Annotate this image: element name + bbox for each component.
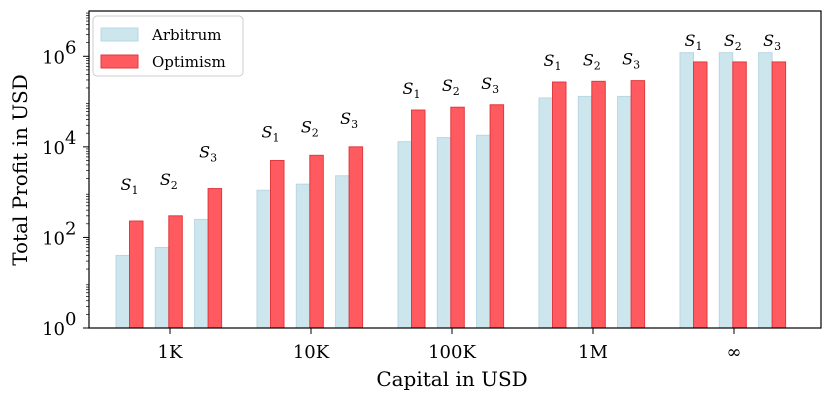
y-tick-exponent-2: 4 bbox=[65, 128, 76, 149]
bar-optimism-g5-s2 bbox=[732, 61, 747, 329]
x-tick-label-1: 1K bbox=[158, 342, 183, 363]
strategy-label-g3-s3: S3 bbox=[481, 74, 499, 96]
y-tick-label-3: 10 bbox=[42, 47, 65, 68]
bar-arbitrum-g2-s1 bbox=[256, 189, 271, 329]
y-tick-label-1: 10 bbox=[42, 228, 65, 249]
y-tick-exponent-1: 2 bbox=[65, 218, 76, 239]
bar-arbitrum-g5-s2 bbox=[718, 52, 734, 329]
legend-swatch-optimism bbox=[100, 54, 139, 69]
strategy-label-g5-s3: S3 bbox=[763, 31, 781, 53]
strategy-label-g4-s3: S3 bbox=[622, 50, 640, 72]
legend-swatch-arbitrum bbox=[100, 27, 139, 42]
bar-arbitrum-g4-s2 bbox=[577, 95, 593, 329]
bar-optimism-g3-s3 bbox=[489, 104, 505, 329]
bar-optimism-g2-s2 bbox=[309, 154, 324, 329]
x-tick-label-3: 100K bbox=[428, 342, 476, 363]
bar-arbitrum-g3-s2 bbox=[436, 137, 452, 329]
bar-optimism-g5-s1 bbox=[693, 61, 708, 329]
x-tick-label-5: ∞ bbox=[727, 342, 742, 363]
bar-arbitrum-g1-s3 bbox=[194, 218, 209, 329]
y-tick-label-2: 10 bbox=[42, 138, 65, 159]
bar-optimism-g2-s3 bbox=[348, 146, 364, 329]
legend-label-optimism: Optimism bbox=[152, 53, 226, 71]
bar-optimism-g3-s1 bbox=[411, 109, 426, 329]
bars-layer bbox=[115, 52, 787, 329]
y-tick-label-0: 10 bbox=[42, 319, 65, 340]
strategy-label-g3-s2: S2 bbox=[442, 76, 460, 98]
bar-optimism-g1-s1 bbox=[129, 220, 144, 329]
legend: Arbitrum Optimism bbox=[92, 15, 244, 77]
plot-frame bbox=[88, 10, 822, 329]
bar-optimism-g5-s3 bbox=[771, 61, 787, 329]
bar-arbitrum-g2-s2 bbox=[295, 183, 311, 329]
x-tick-label-2: 10K bbox=[293, 342, 330, 363]
bar-arbitrum-g4-s1 bbox=[538, 97, 553, 329]
strategy-label-g4-s2: S2 bbox=[583, 50, 601, 72]
y-tick-exponent-3: 6 bbox=[65, 37, 76, 58]
strategy-label-g5-s2: S2 bbox=[724, 31, 742, 53]
strategy-label-g5-s1: S1 bbox=[685, 31, 703, 53]
strategy-label-g1-s1: S1 bbox=[121, 175, 139, 197]
bar-optimism-g1-s3 bbox=[207, 188, 223, 329]
bar-arbitrum-g4-s3 bbox=[617, 95, 632, 329]
strategy-label-g2-s1: S1 bbox=[262, 122, 280, 144]
strategy-label-g4-s1: S1 bbox=[544, 51, 562, 73]
strategy-label-g3-s1: S1 bbox=[403, 79, 421, 101]
bar-optimism-g3-s2 bbox=[450, 106, 465, 329]
bar-arbitrum-g1-s2 bbox=[154, 246, 170, 329]
y-axis-title: Total Profit in USD bbox=[8, 74, 32, 266]
bar-optimism-g2-s1 bbox=[270, 159, 285, 329]
legend-label-arbitrum: Arbitrum bbox=[151, 26, 222, 44]
bar-arbitrum-g5-s1 bbox=[679, 52, 694, 329]
bar-optimism-g1-s2 bbox=[168, 215, 183, 329]
bar-arbitrum-g5-s3 bbox=[758, 52, 773, 329]
x-axis: 1K 10K 100K 1M ∞ bbox=[158, 328, 742, 363]
strategy-label-g1-s3: S3 bbox=[199, 143, 217, 165]
y-tick-exponent-0: 0 bbox=[65, 309, 76, 330]
x-tick-label-4: 1M bbox=[578, 342, 608, 363]
strategy-label-g2-s2: S2 bbox=[301, 117, 319, 139]
bar-optimism-g4-s3 bbox=[630, 80, 646, 329]
strategy-label-g2-s3: S3 bbox=[340, 109, 358, 131]
bar-arbitrum-g1-s1 bbox=[115, 254, 130, 329]
bar-optimism-g4-s1 bbox=[552, 81, 567, 329]
strategy-label-g1-s2: S2 bbox=[160, 170, 178, 192]
bar-arbitrum-g3-s1 bbox=[397, 141, 412, 329]
bar-arbitrum-g3-s3 bbox=[476, 134, 491, 329]
bar-optimism-g4-s2 bbox=[591, 80, 606, 329]
bar-arbitrum-g2-s3 bbox=[335, 175, 350, 329]
x-axis-title: Capital in USD bbox=[376, 367, 527, 391]
